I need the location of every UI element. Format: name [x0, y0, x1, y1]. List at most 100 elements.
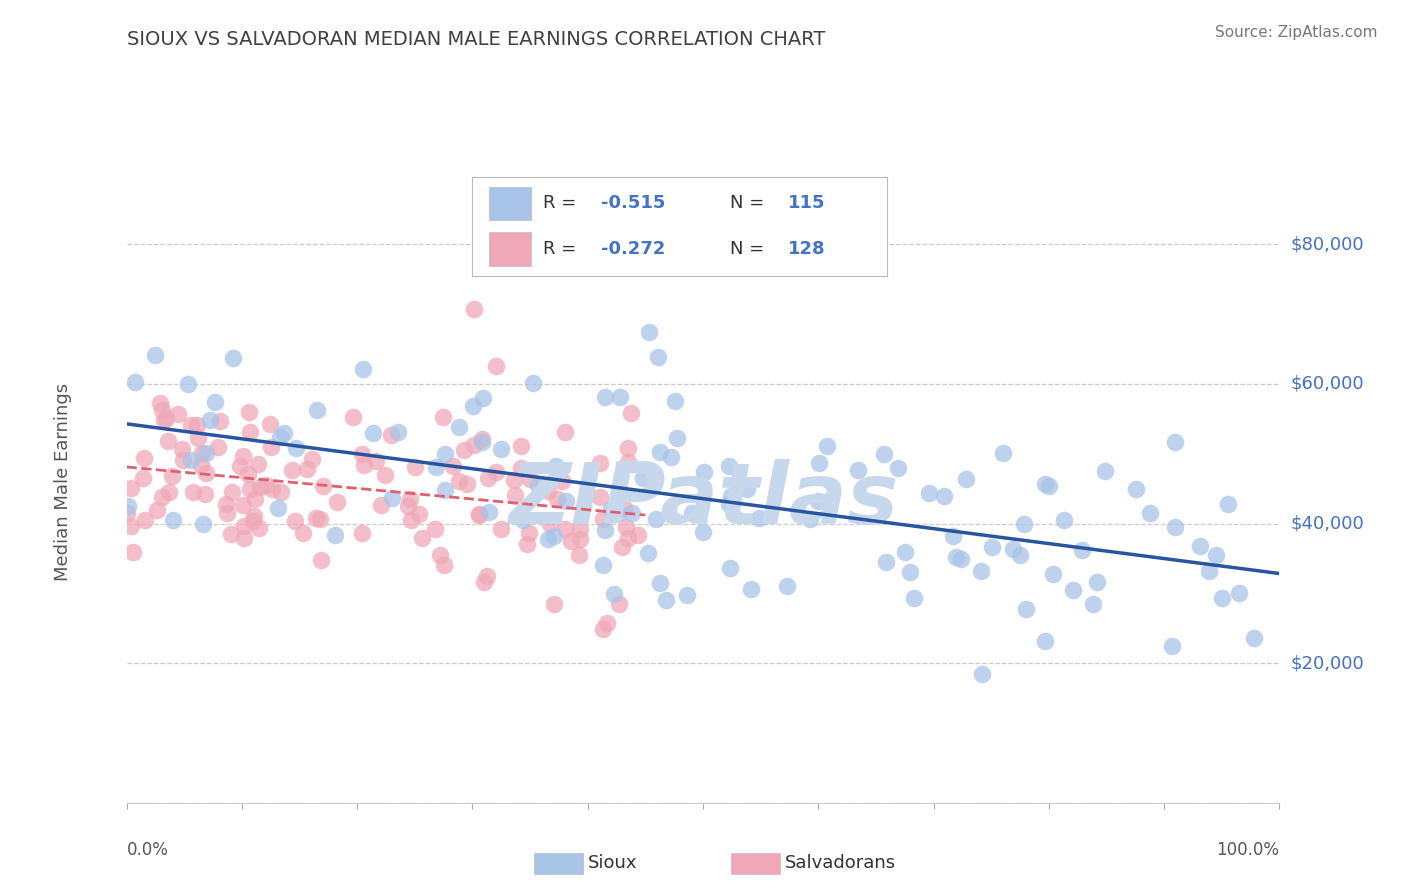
- Text: $60,000: $60,000: [1291, 375, 1364, 393]
- Point: [626, 528, 648, 542]
- Point: [681, 507, 703, 521]
- Point: [569, 532, 592, 546]
- Point: [285, 441, 308, 455]
- Point: [150, 491, 173, 505]
- Point: [664, 394, 686, 409]
- Point: [485, 465, 508, 479]
- Text: 100.0%: 100.0%: [1216, 841, 1279, 859]
- Point: [717, 458, 740, 473]
- Point: [1085, 574, 1108, 589]
- Point: [312, 478, 335, 492]
- Point: [374, 468, 396, 483]
- Point: [692, 524, 714, 539]
- FancyBboxPatch shape: [489, 232, 530, 266]
- Point: [309, 553, 332, 567]
- Point: [396, 499, 419, 513]
- Point: [1038, 479, 1060, 493]
- Point: [1125, 482, 1147, 496]
- Point: [647, 350, 669, 364]
- Point: [233, 519, 256, 533]
- Point: [748, 511, 770, 525]
- Point: [522, 376, 544, 391]
- Text: -0.272: -0.272: [602, 240, 665, 259]
- Point: [650, 445, 672, 459]
- Point: [292, 526, 315, 541]
- Text: $40,000: $40,000: [1291, 515, 1364, 533]
- Point: [352, 362, 374, 376]
- Point: [219, 527, 242, 541]
- Point: [456, 476, 478, 491]
- Point: [659, 450, 682, 464]
- Point: [143, 348, 166, 362]
- Point: [613, 500, 636, 515]
- Point: [380, 428, 402, 442]
- Point: [411, 531, 433, 545]
- Point: [737, 483, 759, 497]
- Point: [269, 430, 291, 444]
- Point: [208, 414, 231, 428]
- Point: [217, 507, 239, 521]
- Point: [214, 497, 236, 511]
- Point: [592, 511, 614, 525]
- Point: [122, 544, 145, 558]
- Point: [620, 406, 643, 420]
- Point: [614, 520, 637, 534]
- Point: [120, 481, 142, 495]
- Point: [1160, 639, 1182, 653]
- Text: $20,000: $20,000: [1291, 654, 1364, 673]
- Point: [720, 489, 742, 503]
- Point: [461, 399, 484, 413]
- Point: [162, 513, 184, 527]
- Point: [617, 441, 640, 455]
- Point: [554, 522, 576, 536]
- Point: [1081, 597, 1104, 611]
- Point: [183, 484, 205, 499]
- Point: [693, 465, 716, 479]
- Point: [463, 301, 485, 316]
- Point: [554, 425, 576, 440]
- Point: [1062, 583, 1084, 598]
- Point: [120, 519, 142, 533]
- Point: [1163, 434, 1185, 449]
- Point: [846, 463, 869, 477]
- Point: [468, 507, 491, 521]
- Point: [489, 442, 512, 457]
- Point: [387, 425, 409, 439]
- Point: [242, 514, 264, 528]
- Point: [609, 390, 631, 404]
- Text: ZIPatlas: ZIPatlas: [508, 459, 898, 542]
- Point: [239, 425, 262, 439]
- Point: [665, 431, 688, 445]
- Point: [1189, 539, 1212, 553]
- FancyBboxPatch shape: [489, 186, 530, 220]
- Point: [463, 438, 485, 452]
- Point: [600, 502, 623, 516]
- Point: [350, 525, 373, 540]
- Point: [1139, 506, 1161, 520]
- Text: 115: 115: [787, 194, 825, 212]
- Point: [238, 405, 260, 419]
- Point: [942, 529, 965, 543]
- Text: -0.515: -0.515: [602, 194, 665, 212]
- Point: [146, 503, 169, 517]
- Point: [655, 592, 678, 607]
- Point: [510, 439, 533, 453]
- Point: [399, 492, 422, 507]
- Point: [945, 549, 967, 564]
- Text: N =: N =: [730, 194, 763, 212]
- Point: [408, 507, 430, 521]
- Point: [502, 473, 524, 487]
- Point: [115, 506, 138, 520]
- Point: [323, 528, 346, 542]
- Point: [370, 499, 392, 513]
- Point: [186, 418, 208, 433]
- Point: [1216, 497, 1239, 511]
- Point: [887, 461, 910, 475]
- Point: [1243, 631, 1265, 645]
- Text: Median Male Earnings: Median Male Earnings: [53, 383, 72, 581]
- Point: [1094, 464, 1116, 478]
- Point: [195, 466, 218, 480]
- Point: [593, 524, 616, 538]
- Point: [815, 439, 838, 453]
- Point: [1042, 566, 1064, 581]
